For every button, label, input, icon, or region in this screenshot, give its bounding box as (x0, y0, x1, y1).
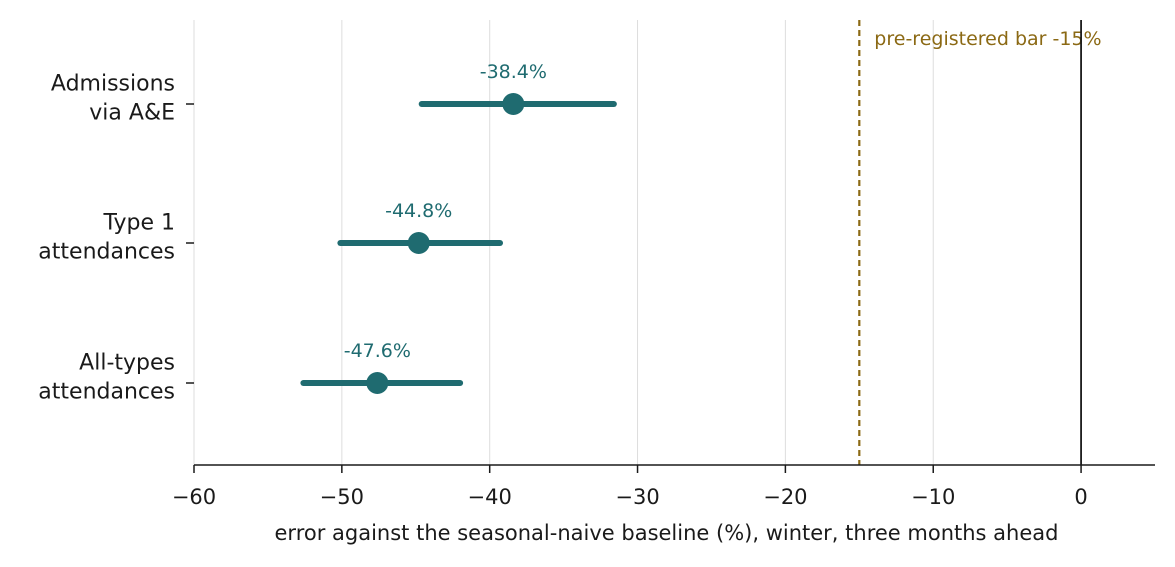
reference-lines: pre-registered bar -15% (858, 20, 1102, 465)
gridlines (193, 20, 1082, 465)
x-tick-label: −40 (468, 485, 512, 509)
value-label: -47.6% (344, 340, 411, 362)
x-tick-label: −20 (763, 485, 807, 509)
x-tick-label: −10 (911, 485, 955, 509)
point-estimate (407, 232, 430, 254)
value-label: -44.8% (385, 200, 452, 222)
y-tick-label: via A&E (89, 101, 175, 126)
y-tick-label: Type 1 (102, 211, 175, 236)
y-tick-label: attendances (38, 380, 175, 405)
y-tick-label: All-types (79, 351, 175, 376)
x-tick-label: −60 (172, 485, 216, 509)
value-label: -38.4% (480, 61, 547, 83)
y-tick-label: Admissions (51, 72, 175, 97)
x-axis-label: error against the seasonal-naive baselin… (275, 521, 1059, 545)
x-axis: −60 −50 −40 −30 −20 −10 0 (172, 464, 1155, 509)
point-estimate (366, 372, 389, 394)
x-tick-label: −30 (615, 485, 659, 509)
point-estimate (502, 93, 525, 115)
pre-registered-bar-label: pre-registered bar -15% (874, 28, 1101, 50)
x-tick-label: −50 (320, 485, 364, 509)
x-tick-label: 0 (1074, 485, 1087, 509)
y-tick-label: attendances (38, 240, 175, 265)
y-axis: Admissions via A&E Type 1 attendances All-ty… (38, 72, 194, 405)
series-estimates: -38.4% -44.8% -47.6% (300, 61, 617, 394)
